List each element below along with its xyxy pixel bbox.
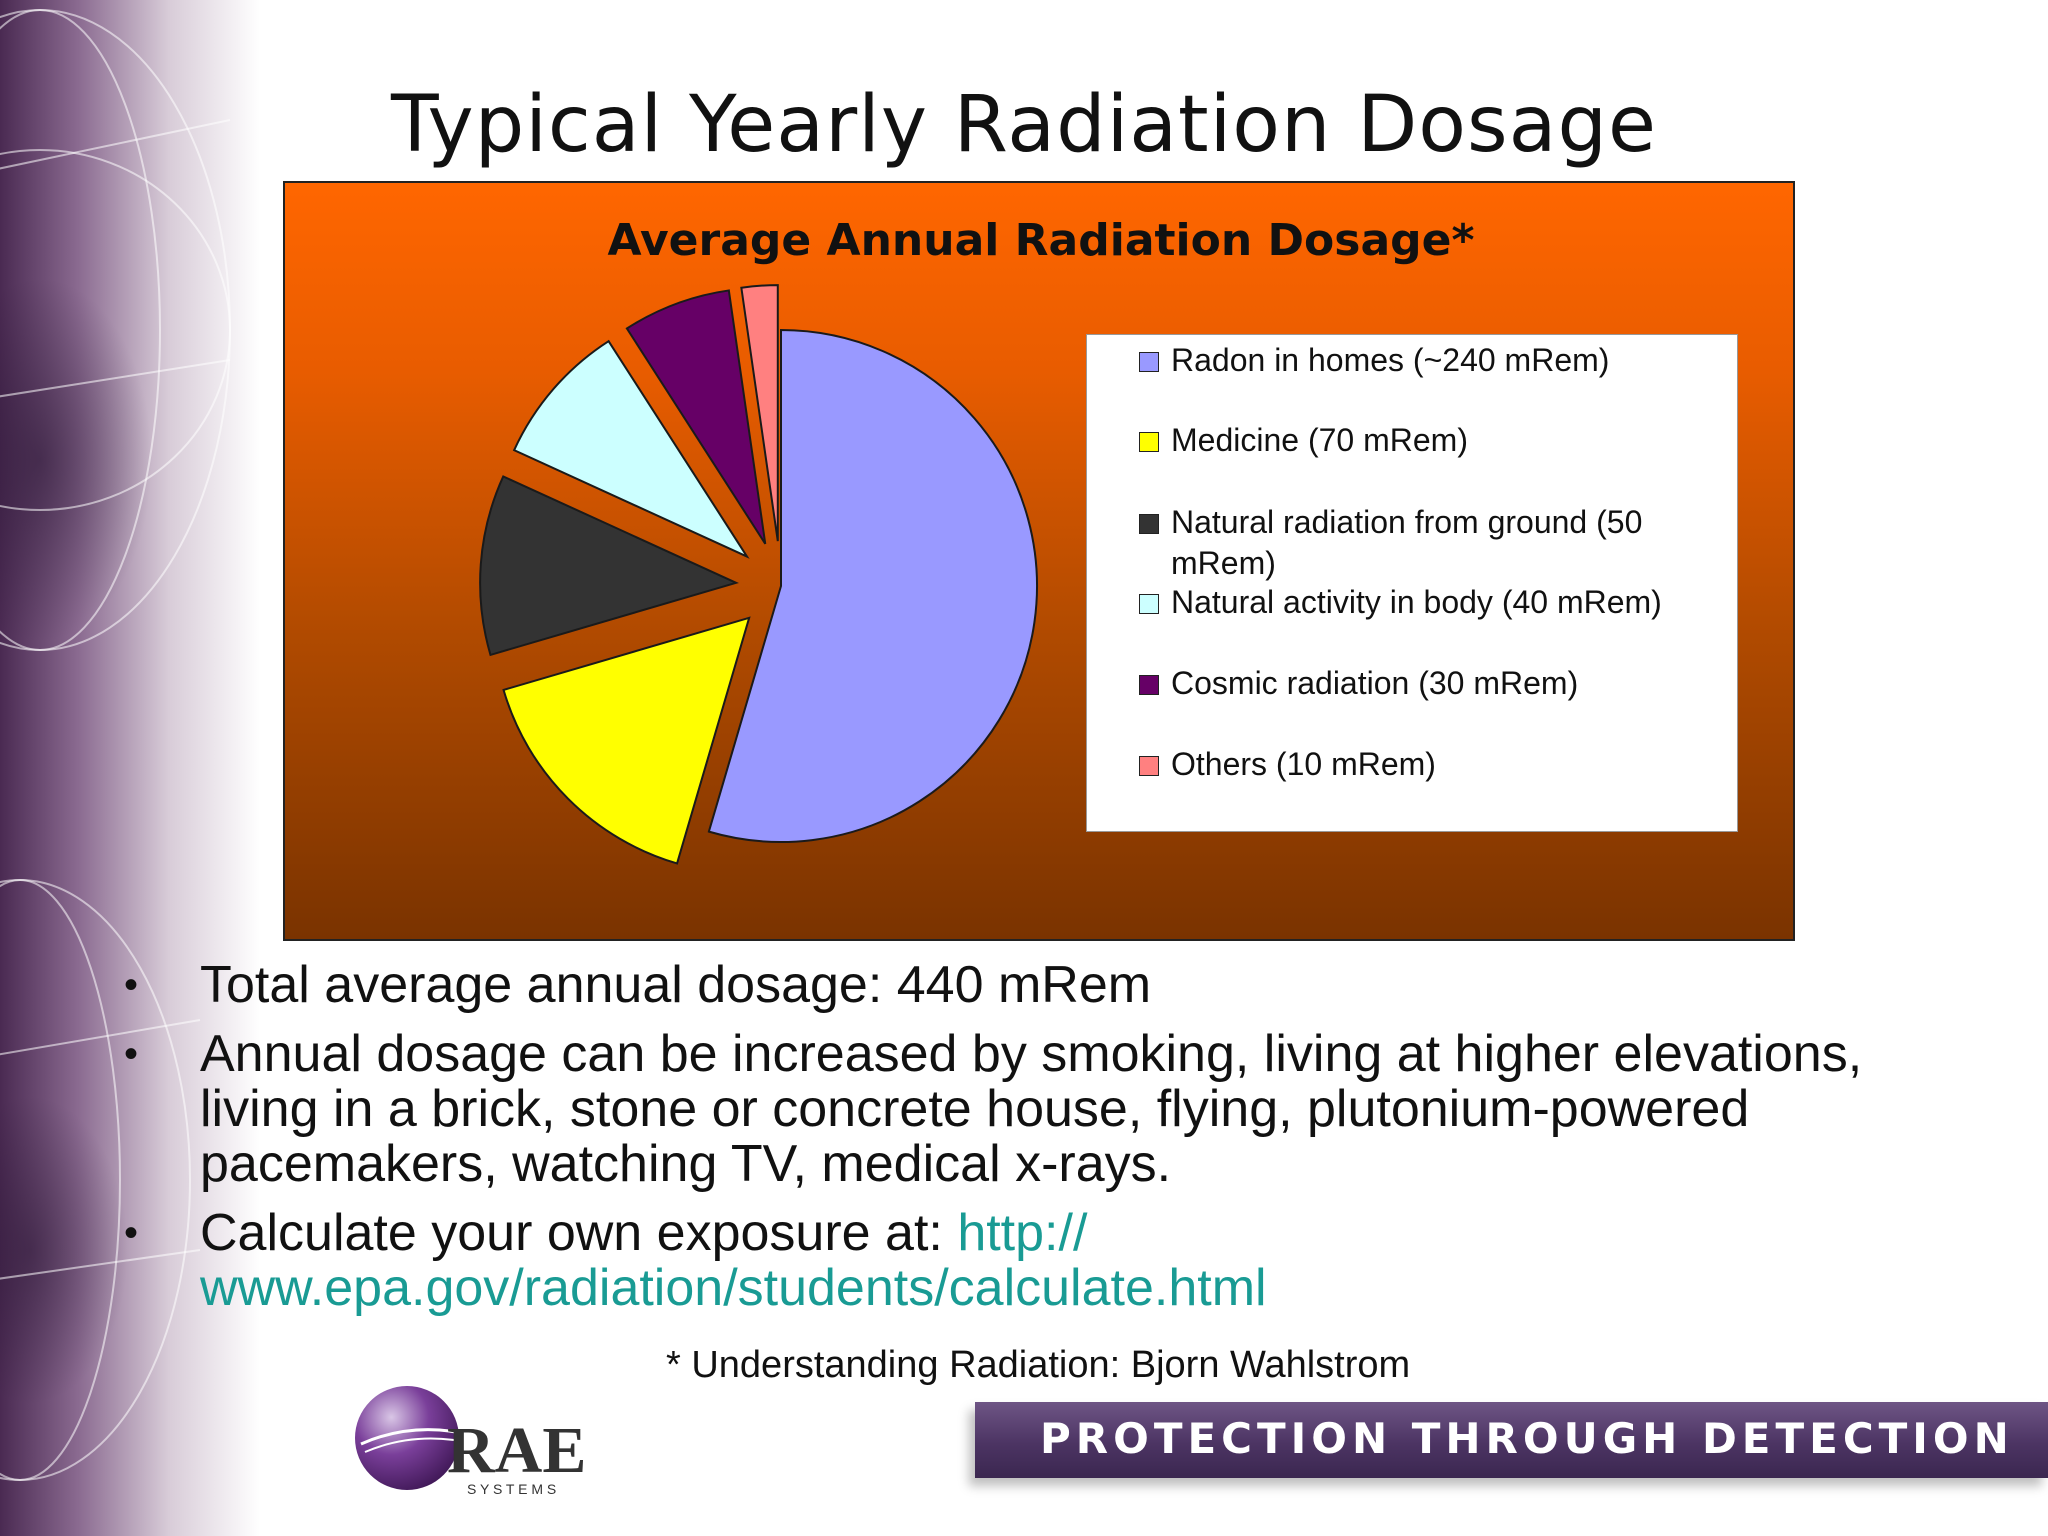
tagline: PROTECTION THROUGH DETECTION: [1040, 1414, 2014, 1463]
legend-label: Medicine (70 mRem): [1171, 422, 1468, 458]
legend-label: Natural activity in body (40 mRem): [1171, 584, 1662, 620]
footnote: * Understanding Radiation: Bjorn Wahlstr…: [666, 1344, 1411, 1386]
page-title: Typical Yearly Radiation Dosage: [391, 80, 1657, 170]
legend-swatch: [1139, 514, 1159, 534]
bullet-text: Calculate your own exposure at:: [200, 1204, 958, 1262]
left-decoration: [0, 0, 260, 1536]
bullet-total-dosage: • Total average annual dosage: 440 mRem: [120, 958, 2000, 1013]
pie-slice-4: [512, 339, 750, 559]
bullet-list: • Total average annual dosage: 440 mRem …: [120, 958, 2000, 1316]
bullet-text: Annual dosage can be increased by smokin…: [200, 1025, 1863, 1193]
tagline-bar: PROTECTION THROUGH DETECTION: [975, 1402, 2048, 1478]
legend-label: Radon in homes (~240 mRem): [1171, 342, 1610, 378]
legend-swatch: [1139, 675, 1159, 695]
pie-chart-svg: Average Annual Radiation Dosage*: [479, 215, 1475, 865]
pie-slice-1: [707, 328, 1038, 843]
bullet-increase-factors: • Annual dosage can be increased by smok…: [120, 1027, 1900, 1192]
pie-chart: Average Annual Radiation Dosage* Radon i…: [283, 181, 1795, 941]
globe-lines-decoration: [0, 9, 231, 1481]
epa-calculator-link[interactable]: http:// www.epa.gov/radiation/students/c…: [200, 1204, 1267, 1317]
legend-swatch: [1139, 432, 1159, 452]
bullet-marker: •: [124, 1032, 139, 1076]
logo-wordmark: RAE: [447, 1414, 586, 1487]
legend-label: Cosmic radiation (30 mRem): [1171, 665, 1579, 701]
legend-swatch: [1139, 756, 1159, 776]
legend-swatch: [1139, 352, 1159, 372]
pie-slice-6: [740, 284, 779, 542]
pie-slice-2: [502, 616, 751, 865]
chart-legend: Radon in homes (~240 mRem) Medicine (70 m…: [1086, 334, 1738, 832]
legend-swatch: [1139, 594, 1159, 614]
pie-slices: [479, 284, 1038, 865]
logo-subtext: S Y S T E M S: [467, 1481, 556, 1497]
chart-title: Average Annual Radiation Dosage*: [608, 215, 1475, 266]
bullet-marker: •: [124, 1211, 139, 1255]
bullet-marker: •: [124, 963, 139, 1007]
rae-systems-logo: RAE S Y S T E M S: [355, 1386, 586, 1497]
bullet-text: Total average annual dosage: 440 mRem: [200, 956, 1152, 1014]
logo-orb-icon: [355, 1386, 459, 1490]
pie-slice-3: [479, 475, 739, 657]
bullet-calculate-exposure: • Calculate your own exposure at: http:/…: [120, 1206, 2000, 1316]
legend-label: Others (10 mRem): [1171, 746, 1436, 782]
pie-slice-5: [625, 289, 767, 545]
legend-label: Natural radiation from ground (50 mRem): [1171, 504, 1643, 581]
